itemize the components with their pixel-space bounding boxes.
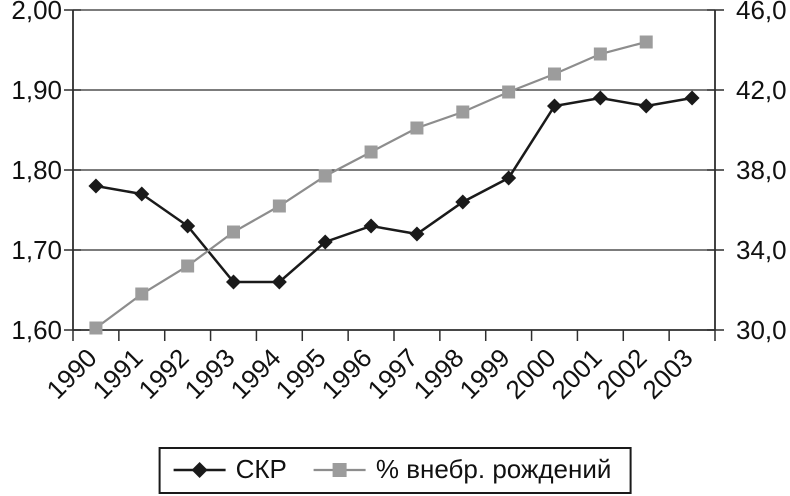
diamond-marker xyxy=(501,170,517,186)
diamond-marker xyxy=(271,274,287,290)
diamond-marker xyxy=(226,274,241,290)
diamond-marker xyxy=(363,218,379,234)
square-marker xyxy=(227,225,240,239)
legend-item-vnebr: % внебр. рождений xyxy=(313,454,612,485)
diamond-marker xyxy=(455,194,471,210)
y-left-tick-label: 1,70 xyxy=(11,235,62,265)
square-marker xyxy=(456,105,470,119)
diamond-marker xyxy=(317,234,333,250)
diamond-line-icon xyxy=(173,461,226,478)
square-marker xyxy=(410,121,424,135)
square-marker xyxy=(135,287,149,301)
series-line-0 xyxy=(95,96,693,284)
diamond-marker xyxy=(88,178,104,194)
diamond-marker xyxy=(134,186,150,202)
diamond-marker xyxy=(409,226,425,242)
diamond-marker xyxy=(180,218,196,234)
y-right-tick-label: 38,0 xyxy=(736,155,787,185)
series-line-1 xyxy=(95,40,647,329)
square-line-icon xyxy=(313,462,366,477)
y-right-tick-label: 30,0 xyxy=(736,315,787,345)
square-marker xyxy=(639,35,653,49)
y-right-tick-label: 46,0 xyxy=(736,0,787,25)
y-left-tick-label: 2,00 xyxy=(11,0,62,25)
legend-label-skr: СКР xyxy=(235,454,287,484)
y-right-tick-label: 42,0 xyxy=(736,75,787,105)
y-left-tick-label: 1,80 xyxy=(11,155,62,185)
diamond-marker xyxy=(684,90,700,106)
y-right-tick-label: 34,0 xyxy=(736,235,787,265)
square-marker xyxy=(593,47,607,61)
square-marker xyxy=(89,321,103,335)
square-marker xyxy=(272,199,286,213)
diamond-marker xyxy=(547,98,562,114)
square-marker xyxy=(318,169,332,183)
legend-item-skr: СКР xyxy=(173,454,287,485)
square-marker xyxy=(364,145,378,159)
square-marker xyxy=(548,67,561,81)
square-marker xyxy=(502,85,516,99)
y-left-tick-label: 1,90 xyxy=(11,75,62,105)
square-marker xyxy=(181,259,195,273)
legend-label-vnebr: % внебр. рождений xyxy=(375,454,612,484)
diamond-marker xyxy=(638,98,654,114)
y-left-tick-label: 1,60 xyxy=(11,315,62,345)
legend: СКР % внебр. рождений xyxy=(158,447,632,494)
diamond-marker xyxy=(592,90,608,106)
